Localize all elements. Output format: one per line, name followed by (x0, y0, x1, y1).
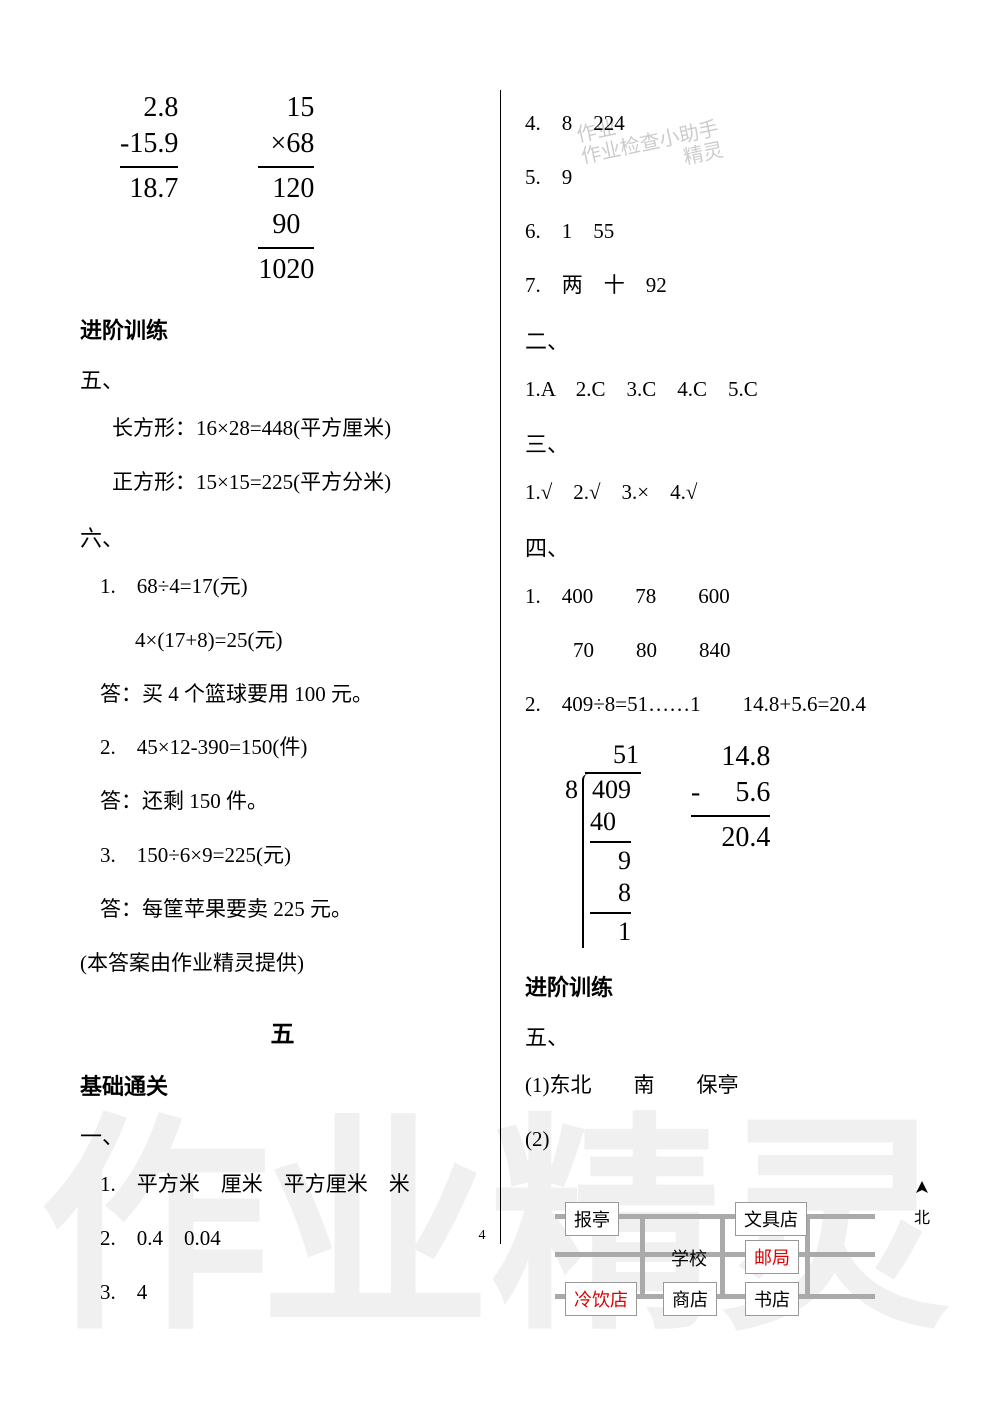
div-remainder: 1 (590, 916, 631, 949)
section-4: 四、 (525, 531, 930, 563)
tf-answers: 1.√ 2.√ 3.× 4.√ (525, 473, 930, 513)
credit-line: (本答案由作业精灵提供) (80, 944, 485, 984)
section-2: 二、 (525, 324, 930, 356)
arith-line: 15 (258, 90, 314, 126)
q6-3-ans: 答：每筐苹果要卖 225 元。 (100, 890, 485, 930)
arith-line: ×68 (258, 126, 314, 162)
section-3: 三、 (525, 427, 930, 459)
map-wenju: 文具店 (735, 1202, 807, 1236)
road-v2 (720, 1214, 725, 1299)
arith-result: 18.7 (120, 166, 178, 207)
r5: 5. 9 (525, 158, 930, 198)
multiplication-work: 15 ×68 120 90 1020 (258, 90, 314, 288)
map-diagram: 北 报亭 文具店 学校 邮局 冷饮店 商店 书店 (535, 1174, 935, 1334)
map-baoting: 报亭 (565, 1202, 619, 1236)
subtraction-work-2: 14.8 - 5.6 20.4 (691, 739, 770, 948)
subtraction-work: 2.8 -15.9 18.7 (120, 90, 178, 288)
q6-1-ans: 答：买 4 个篮球要用 100 元。 (100, 675, 485, 715)
calc-row-1: 1. 400 78 600 (525, 577, 930, 617)
map-shudian: 书店 (745, 1282, 799, 1316)
heading-advance: 进阶训练 (80, 313, 485, 345)
arith-result: 20.4 (691, 815, 770, 856)
q6-2a: 2. 45×12-390=150(件) (100, 728, 485, 768)
map-xuexiao: 学校 (663, 1242, 715, 1274)
arrow-up-icon (914, 1179, 930, 1199)
r7: 7. 两 十 92 (525, 266, 930, 306)
q6-2-ans: 答：还剩 150 件。 (100, 782, 485, 822)
answer-rectangle: 长方形：16×28=448(平方厘米) (112, 409, 485, 449)
arithmetic-row: 2.8 -15.9 18.7 15 ×68 120 90 1020 (120, 90, 485, 288)
r4: 4. 8 224 (525, 104, 930, 144)
arith-line: - 5.6 (691, 775, 770, 811)
div-step: 8 (590, 877, 631, 914)
road-v1 (640, 1214, 645, 1299)
long-division: 51 8 409 40 9 8 1 (565, 739, 641, 948)
r6: 6. 1 55 (525, 212, 930, 252)
map-shangdian: 商店 (663, 1282, 717, 1316)
item-1-1: 1. 平方米 厘米 平方厘米 米 (100, 1165, 485, 1205)
arith-partial: 90 (258, 207, 314, 243)
heading-basic: 基础通关 (80, 1069, 485, 1101)
left-column: 2.8 -15.9 18.7 15 ×68 120 90 1020 进阶训练 五… (80, 90, 505, 1334)
calc-row-2: 70 80 840 (573, 631, 930, 671)
section-5-right: 五、 (525, 1020, 930, 1052)
big-section-5: 五 (80, 1014, 485, 1049)
arith-line: -15.9 (120, 126, 178, 162)
map-youju: 邮局 (745, 1240, 799, 1274)
q6-1b: 4×(17+8)=25(元) (135, 621, 485, 661)
arith-line: 2.8 (120, 90, 178, 126)
arith-result: 1020 (258, 247, 314, 288)
answer-square: 正方形：15×15=225(平方分米) (112, 463, 485, 503)
div-step: 9 (590, 845, 631, 878)
q6-1a: 1. 68÷4=17(元) (100, 567, 485, 607)
q5-1: (1)东北 南 保亭 (525, 1066, 930, 1106)
quotient: 51 (585, 739, 641, 774)
heading-advance-right: 进阶训练 (525, 970, 930, 1002)
item-1-3: 3. 4 (100, 1273, 485, 1313)
page-content: 2.8 -15.9 18.7 15 ×68 120 90 1020 进阶训练 五… (0, 0, 1000, 1374)
section-1: 一、 (80, 1119, 485, 1151)
arith-line: 14.8 (691, 739, 770, 775)
right-column: 4. 8 224 5. 9 6. 1 55 7. 两 十 92 二、 1.A 2… (505, 90, 930, 1334)
divisor: 8 (565, 774, 582, 949)
item-1-2: 2. 0.4 0.04 (100, 1219, 485, 1259)
road-h2 (555, 1252, 875, 1257)
arith-partial: 120 (258, 166, 314, 207)
calc-row-3: 2. 409÷8=51……1 14.8+5.6=20.4 (525, 685, 930, 725)
section-5: 五、 (80, 363, 485, 395)
section-6: 六、 (80, 521, 485, 553)
map-lengyin: 冷饮店 (565, 1282, 637, 1316)
div-step: 40 (590, 806, 631, 843)
north-label: 北 (914, 1204, 930, 1228)
work-row: 51 8 409 40 9 8 1 14.8 - 5.6 20.4 (565, 739, 930, 948)
dividend: 409 (590, 774, 631, 807)
q5-2: (2) (525, 1120, 930, 1160)
north-indicator: 北 (914, 1179, 930, 1228)
mc-answers: 1.A 2.C 3.C 4.C 5.C (525, 370, 930, 410)
q6-3a: 3. 150÷6×9=225(元) (100, 836, 485, 876)
